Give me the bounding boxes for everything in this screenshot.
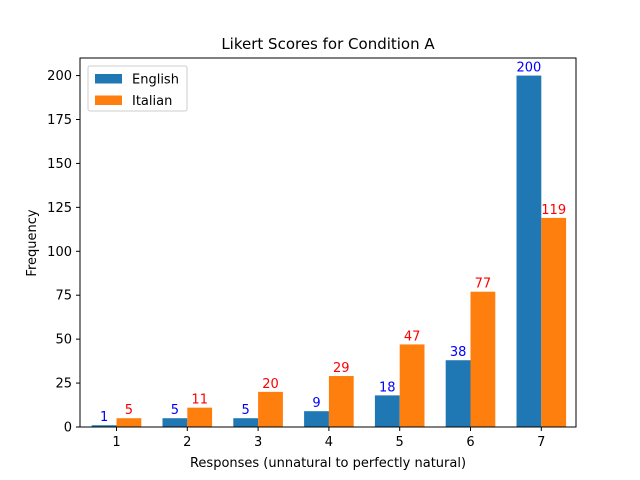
chart-title: Likert Scores for Condition A xyxy=(221,35,435,53)
bar-english-3 xyxy=(233,418,259,427)
bar-italian-2 xyxy=(187,407,213,427)
y-tick-label: 25 xyxy=(55,377,72,392)
data-label-english-6: 38 xyxy=(450,345,467,360)
data-label-english-7: 200 xyxy=(516,61,541,76)
data-label-english-2: 5 xyxy=(171,403,179,418)
y-tick-label: 200 xyxy=(47,69,72,84)
bar-italian-1 xyxy=(116,418,142,427)
x-tick-label: 5 xyxy=(396,435,404,450)
bar-italian-4 xyxy=(328,376,354,427)
data-label-italian-7: 119 xyxy=(541,203,566,218)
y-tick-label: 100 xyxy=(47,245,72,260)
x-axis-label: Responses (unnatural to perfectly natura… xyxy=(190,456,466,471)
x-tick-label: 1 xyxy=(112,435,120,450)
y-axis-label: Frequency xyxy=(25,209,40,276)
legend-swatch-italian xyxy=(95,95,122,105)
legend-label-english: English xyxy=(132,73,179,88)
y-tick-label: 0 xyxy=(64,421,72,436)
y-tick-label: 125 xyxy=(47,201,72,216)
axes-frame xyxy=(79,57,577,428)
bar-italian-3 xyxy=(258,391,283,427)
y-tick-label: 75 xyxy=(55,289,72,304)
data-label-italian-5: 47 xyxy=(404,329,421,344)
bar-english-7 xyxy=(516,75,542,428)
y-tick-label: 175 xyxy=(47,113,72,128)
data-label-english-4: 9 xyxy=(312,396,320,411)
bar-english-1 xyxy=(91,425,117,427)
bar-english-6 xyxy=(445,360,471,427)
legend-swatch-english xyxy=(95,74,122,84)
bar-english-5 xyxy=(374,395,400,427)
y-tick-label: 50 xyxy=(55,333,72,348)
y-tick-label: 150 xyxy=(47,157,72,172)
data-label-italian-1: 5 xyxy=(125,403,133,418)
data-label-english-5: 18 xyxy=(379,380,396,395)
legend-label-italian: Italian xyxy=(132,94,172,109)
data-label-english-1: 1 xyxy=(100,410,108,425)
data-label-italian-2: 11 xyxy=(191,393,208,408)
data-label-italian-3: 20 xyxy=(262,377,279,392)
x-tick-label: 4 xyxy=(325,435,333,450)
bar-italian-5 xyxy=(399,344,425,427)
bar-italian-6 xyxy=(470,291,496,427)
data-label-english-3: 5 xyxy=(242,403,250,418)
bar-english-2 xyxy=(162,418,188,427)
x-tick-label: 2 xyxy=(183,435,191,450)
x-tick-label: 7 xyxy=(537,435,545,450)
bar-english-4 xyxy=(304,411,329,427)
data-label-italian-6: 77 xyxy=(475,277,492,292)
data-label-italian-4: 29 xyxy=(333,361,350,376)
x-tick-label: 3 xyxy=(254,435,262,450)
bar-italian-7 xyxy=(541,217,567,427)
plot-area: 1 5 5 9 18 38 200 5 11 20 29 47 77 119 1 2 3 4 5 6 7 0 25 50 75 1… xyxy=(47,57,577,450)
x-tick-label: 6 xyxy=(466,435,474,450)
